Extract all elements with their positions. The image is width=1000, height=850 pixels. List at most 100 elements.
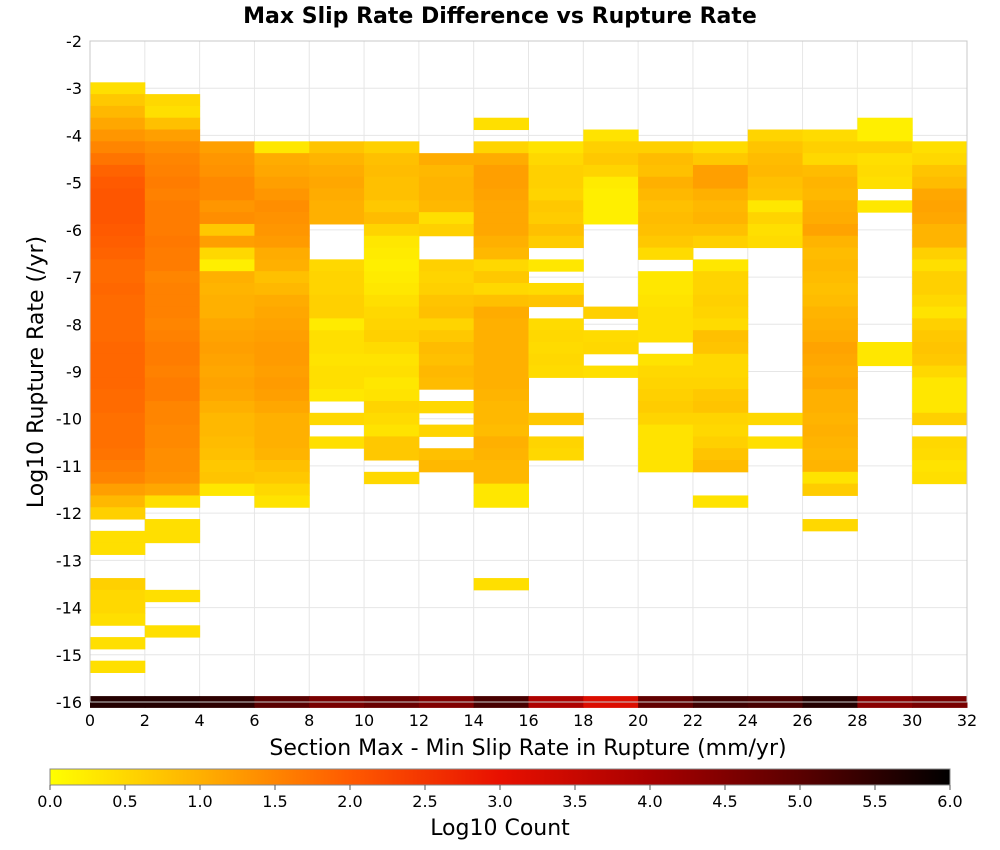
heatmap-cell — [364, 365, 420, 378]
heatmap-cell — [692, 282, 749, 296]
heatmap-cell — [90, 353, 146, 367]
heatmap-cell — [418, 153, 475, 166]
heatmap-cell — [418, 424, 475, 437]
heatmap-cell — [309, 318, 365, 331]
heatmap-cell — [638, 412, 694, 426]
colorbar-tick-label: 0.0 — [37, 792, 62, 811]
heatmap-cell — [802, 365, 858, 378]
heatmap-cell — [802, 377, 858, 390]
heatmap-cell — [418, 353, 475, 367]
heatmap-cell — [364, 448, 420, 461]
heatmap-cell — [528, 235, 584, 249]
heatmap-cell — [638, 176, 694, 190]
heatmap-cell — [473, 412, 529, 426]
heatmap-cell — [309, 259, 365, 272]
heatmap-cell — [583, 129, 639, 142]
heatmap-cell — [144, 460, 201, 473]
heatmap-cell — [583, 212, 639, 225]
heatmap-cell — [90, 401, 146, 414]
heatmap-cell — [802, 471, 858, 485]
heatmap-cell — [528, 341, 584, 355]
heatmap-cell — [802, 448, 858, 461]
colorbar-tick-label: 6.0 — [937, 792, 962, 811]
heatmap-cell — [912, 247, 968, 260]
heatmap-cell — [144, 495, 201, 508]
heatmap-cell — [692, 176, 749, 190]
heatmap-cell — [199, 271, 255, 284]
heatmap-cell — [90, 389, 146, 402]
heatmap-cell — [802, 483, 858, 496]
heatmap-cell — [90, 129, 146, 142]
heatmap-cell — [90, 318, 146, 331]
heatmap-cell — [199, 365, 255, 378]
x-tick-label: 0 — [85, 711, 95, 730]
heatmap-cell — [802, 294, 858, 308]
colorbar-tick-label: 4.0 — [637, 792, 662, 811]
heatmap-cell — [309, 306, 365, 319]
x-tick-label: 10 — [354, 711, 374, 730]
heatmap-cell — [912, 436, 968, 449]
heatmap-cell — [473, 247, 529, 260]
heatmap-cell — [802, 141, 858, 154]
heatmap-cell — [90, 306, 146, 319]
heatmap-cell — [418, 271, 475, 284]
heatmap-cell — [418, 377, 475, 390]
heatmap-cell — [364, 377, 420, 390]
heatmap-cell — [254, 153, 310, 166]
heatmap-cell — [528, 164, 584, 178]
heatmap-cell — [583, 365, 639, 378]
heatmap-cell — [418, 401, 475, 414]
y-tick-label: -15 — [56, 646, 82, 665]
heatmap-cell — [144, 176, 201, 190]
heatmap-cell — [90, 424, 146, 437]
heatmap-cell — [199, 401, 255, 414]
heatmap-cell — [144, 271, 201, 284]
heatmap-cell — [802, 282, 858, 296]
heatmap-cell — [254, 412, 310, 426]
x-tick-label: 22 — [683, 711, 703, 730]
heatmap-cell — [90, 589, 146, 603]
y-tick-label: -12 — [56, 504, 82, 523]
heatmap-cell — [473, 259, 529, 272]
x-tick-label: 18 — [573, 711, 593, 730]
heatmap-cell — [473, 330, 529, 343]
heatmap-cell — [144, 625, 201, 638]
heatmap-cell — [90, 660, 146, 673]
heatmap-cell — [802, 330, 858, 343]
heatmap-cell — [90, 341, 146, 355]
heatmap-cell — [473, 578, 529, 591]
heatmap-cell — [90, 200, 146, 213]
heatmap-cell — [692, 164, 749, 178]
heatmap-cell — [912, 306, 968, 319]
heatmap-cell — [638, 353, 694, 367]
heatmap-cell — [802, 247, 858, 260]
heatmap-cell — [802, 223, 858, 237]
heatmap-cell — [857, 129, 913, 142]
heatmap-cell — [692, 200, 749, 213]
x-tick-label: 6 — [249, 711, 259, 730]
heatmap-cell — [747, 188, 804, 201]
heatmap-cell — [364, 389, 420, 402]
heatmap-cell — [418, 212, 475, 225]
heatmap-cell — [583, 200, 639, 213]
y-axis-label: Log10 Rupture Rate (/yr) — [24, 236, 49, 508]
heatmap-cell — [144, 318, 201, 331]
chart-title: Max Slip Rate Difference vs Rupture Rate — [243, 4, 757, 29]
x-tick-label: 28 — [847, 711, 867, 730]
heatmap-cell — [473, 448, 529, 461]
heatmap-cell — [418, 282, 475, 296]
heatmap-cell — [364, 341, 420, 355]
heatmap-cell — [364, 164, 420, 178]
y-tick-label: -3 — [66, 79, 82, 98]
heatmap-cell — [747, 164, 804, 178]
heatmap-cell — [638, 318, 694, 331]
heatmap-cell — [692, 294, 749, 308]
x-axis-ticks: 0 2 4 6 8 10 12 14 16 18 20 22 24 26 28 30 32 — [85, 711, 977, 730]
heatmap-cell — [802, 401, 858, 414]
heatmap-cell — [144, 424, 201, 437]
heatmap-cell — [144, 153, 201, 166]
heatmap-cell — [254, 377, 310, 390]
heatmap-cell — [199, 412, 255, 426]
heatmap-cell — [364, 153, 420, 166]
heatmap-cell — [912, 365, 968, 378]
